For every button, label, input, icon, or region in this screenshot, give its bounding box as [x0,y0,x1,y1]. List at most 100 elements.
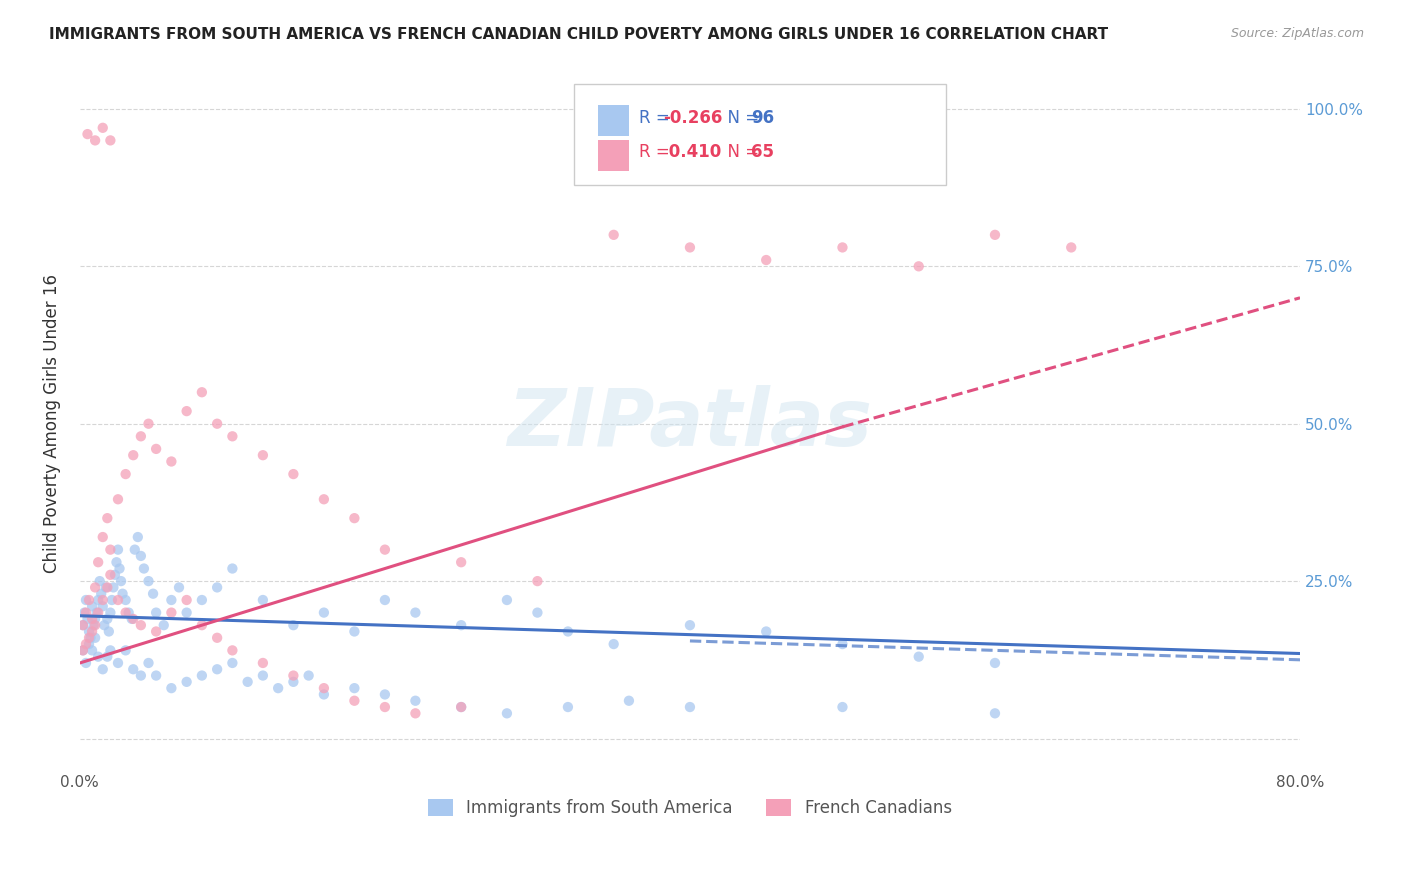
FancyBboxPatch shape [599,105,628,136]
Point [343,624,366,639]
Point [138,574,160,588]
Point [679,700,702,714]
Point [160,606,183,620]
Point [176,404,198,418]
Point [83,618,105,632]
Point [100,606,122,620]
Point [72,643,94,657]
Point [557,700,579,714]
Point [374,542,396,557]
Point [75,593,97,607]
Point [343,681,366,695]
Point [496,593,519,607]
Point [103,581,125,595]
Point [374,688,396,702]
Point [450,700,472,714]
Text: 0.410: 0.410 [664,144,721,161]
Point [221,656,243,670]
Point [221,643,243,657]
Point [122,612,145,626]
Point [191,385,214,400]
Point [94,581,117,595]
Point [138,417,160,431]
Point [617,694,640,708]
Point [84,618,107,632]
Point [80,612,103,626]
Point [984,656,1007,670]
Point [87,593,110,607]
Point [160,593,183,607]
Point [72,618,94,632]
Point [107,593,129,607]
Point [191,618,214,632]
Point [114,643,136,657]
Point [138,656,160,670]
Point [76,127,98,141]
Point [114,467,136,481]
Text: 96: 96 [751,109,775,127]
Point [298,668,321,682]
Point [167,581,190,595]
Text: R =: R = [638,109,675,127]
Text: 65: 65 [751,144,773,161]
Point [145,606,167,620]
Point [755,253,778,268]
Point [72,643,94,657]
Point [96,649,118,664]
Point [72,618,94,632]
Point [100,643,122,657]
Point [907,260,929,274]
Point [96,511,118,525]
Point [679,240,702,254]
Point [129,668,152,682]
Point [602,637,624,651]
Point [114,606,136,620]
Point [91,120,114,135]
Point [831,700,853,714]
Text: N =: N = [717,144,765,161]
Text: R =: R = [638,144,675,161]
Point [108,561,131,575]
Point [984,706,1007,721]
Point [129,549,152,563]
Point [101,593,124,607]
Point [205,417,228,431]
Point [283,618,305,632]
Point [122,662,145,676]
Point [122,448,145,462]
Point [127,530,149,544]
Point [100,542,122,557]
Point [90,587,112,601]
Point [176,593,198,607]
Point [91,662,114,676]
Point [252,593,274,607]
Point [75,656,97,670]
Point [124,542,146,557]
Point [104,567,127,582]
Point [176,606,198,620]
Point [142,587,165,601]
Text: N =: N = [717,109,765,127]
Point [73,606,96,620]
Point [145,442,167,456]
Point [145,624,167,639]
Point [191,668,214,682]
Point [77,637,100,651]
Point [91,599,114,614]
Point [121,612,143,626]
Text: IMMIGRANTS FROM SOUTH AMERICA VS FRENCH CANADIAN CHILD POVERTY AMONG GIRLS UNDER: IMMIGRANTS FROM SOUTH AMERICA VS FRENCH … [49,27,1108,42]
Point [252,448,274,462]
Point [129,429,152,443]
Point [221,429,243,443]
Text: Source: ZipAtlas.com: Source: ZipAtlas.com [1230,27,1364,40]
Point [176,674,198,689]
Point [75,637,97,651]
Point [221,561,243,575]
Point [87,555,110,569]
Point [100,133,122,147]
Point [404,694,426,708]
Point [107,656,129,670]
Point [557,624,579,639]
Point [312,681,335,695]
Text: -0.266: -0.266 [664,109,723,127]
